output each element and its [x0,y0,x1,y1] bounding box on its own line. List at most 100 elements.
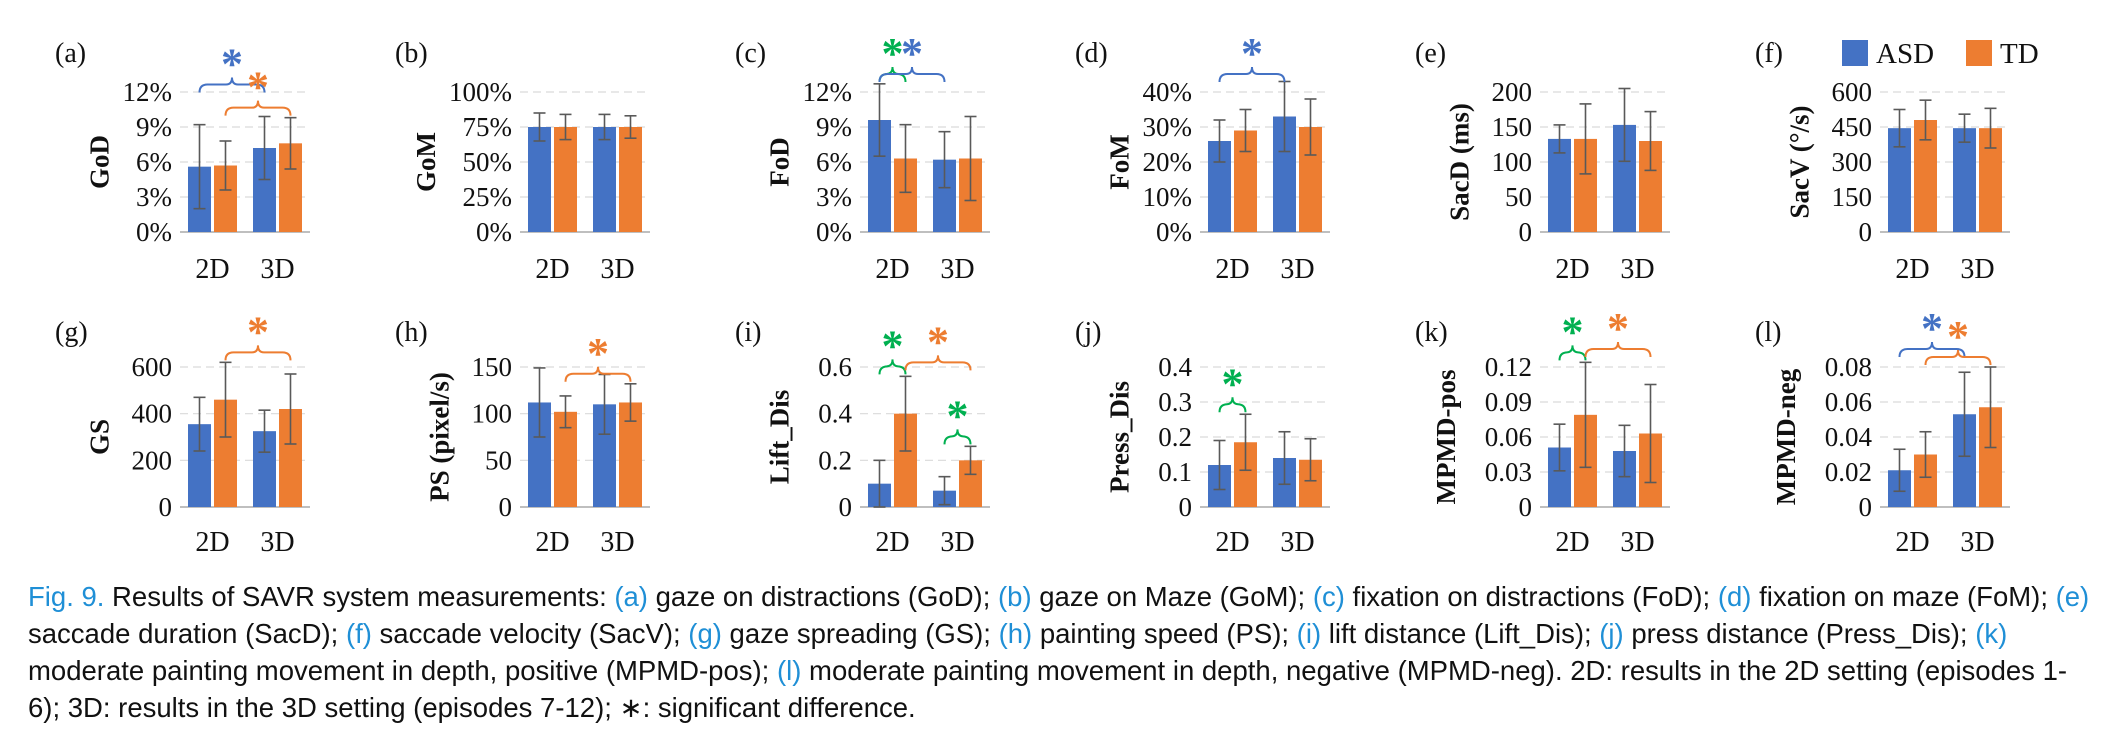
bar-td-2d [214,165,237,232]
x-category-label: 2D [1215,527,1249,558]
significance-star: * [1241,29,1263,78]
error-bar [1984,366,1997,449]
bar-asd-2d [188,424,211,507]
y-tick-label: 300 [1832,147,1873,177]
significance-star: * [882,29,904,78]
x-category-label: 2D [535,254,569,285]
significance-bracket [1898,341,1966,358]
error-bar [1553,124,1566,154]
chart-panel-d: (d) 0% 10% 20% 30% 40% FoM 2D 3D * [1075,29,1330,285]
caption-item-key: (k) [1975,618,2008,649]
y-axis-title: GoM [411,132,441,192]
error-bar [1618,87,1631,163]
caption-figure-label: Fig. 9. [28,581,105,612]
significance-bracket [1218,66,1286,83]
y-tick-label: 40% [1143,77,1193,107]
y-axis-title: FoM [1105,134,1135,189]
error-bar [193,396,206,452]
bar-td-2d [894,158,917,232]
y-tick-label: 6% [816,147,852,177]
y-tick-label: 100% [449,77,512,107]
y-tick-label: 600 [132,352,173,382]
caption-outro: 2D: results in the 2D setting (episodes … [28,655,2068,723]
panel-letter: (k) [1415,317,1448,348]
significance-star: * [1222,359,1244,408]
bar-asd-3d [253,148,276,232]
caption-item-key: (f) [345,618,372,649]
chart-panel-e: (e) 0 50 100 150 200 SacD (ms) 2D 3D [1415,38,1670,285]
caption-intro: Results of SAVR system measurements: [104,581,615,612]
significance-star: * [882,321,904,370]
y-tick-label: 100 [472,399,513,429]
significance-star: * [927,317,949,366]
bar-td-2d [1574,138,1597,232]
error-bar [219,361,232,438]
caption-item-key: (l) [776,655,802,686]
error-bar [284,373,297,445]
y-tick-label: 200 [132,445,173,475]
bar-td-2d [554,411,577,507]
bar-td-3d [279,143,302,232]
error-bar [533,112,546,142]
x-category-label: 3D [1960,527,1994,558]
chart-panel-b: (b) 0% 25% 50% 75% 100% GoM 2D 3D [395,38,650,285]
bar-asd-2d [1888,128,1911,232]
bar-td-2d [214,399,237,507]
y-tick-label: 0 [499,492,513,522]
error-bar [559,395,572,429]
y-tick-label: 0.1 [1158,457,1192,487]
y-tick-label: 0.4 [818,399,852,429]
caption-item-key: (e) [2055,581,2090,612]
error-bar [1579,361,1592,469]
caption-item-text: gaze on distractions (GoD); [647,581,998,612]
y-tick-label: 150 [472,352,513,382]
bar-td-2d [1234,442,1257,507]
legend-swatch-asd [1842,40,1868,66]
y-tick-label: 0.03 [1485,457,1532,487]
caption-item-key: (a) [614,581,648,612]
x-category-label: 3D [1620,527,1654,558]
bar-td-3d [1639,141,1662,232]
significance-bracket [564,366,632,382]
chart-panel-h: (h) 0 50 100 150 PS (pixel/s) 2D 3D * [395,317,650,558]
significance-bracket [198,77,266,93]
bar-td-3d [1299,459,1322,507]
error-bar [258,409,271,453]
x-category-label: 2D [1555,254,1589,285]
error-bar [1304,98,1317,156]
y-tick-label: 0 [1859,217,1873,247]
panel-letter: (e) [1415,38,1446,69]
y-tick-label: 400 [132,399,173,429]
y-tick-label: 0 [839,492,853,522]
bar-td-2d [554,127,577,232]
panel-letter: (g) [55,317,88,348]
chart-panel-f: (f) 0 150 300 450 600 SacV (°/s) 2D 3D [1755,38,2010,285]
y-tick-label: 0.02 [1825,457,1872,487]
chart-panel-l: (l) 0 0.02 0.04 0.06 0.08 MPMD-neg 2D 3D * * [1755,304,2010,558]
error-bar [1919,99,1932,141]
panel-letter: (b) [395,38,428,69]
y-tick-label: 0% [816,217,852,247]
caption-item-text: moderate painting movement in depth, neg… [801,655,1571,686]
caption-item-text: gaze spreading (GS); [721,618,999,649]
error-bar [964,445,977,476]
error-bar [873,459,886,508]
caption-item-text: fixation on maze (FoM); [1751,581,2056,612]
legend-label-td: TD [2000,38,2039,70]
x-category-label: 3D [1960,254,1994,285]
bar-td-2d [1914,120,1937,232]
y-tick-label: 100 [1492,147,1533,177]
y-tick-label: 0 [1179,492,1193,522]
chart-panel-k: (k) 0 0.03 0.06 0.09 0.12 MPMD-pos 2D 3D * * [1415,304,1670,558]
y-tick-label: 150 [1832,182,1873,212]
y-tick-label: 0% [476,217,512,247]
error-bar [1213,439,1226,491]
error-bar [1239,108,1252,153]
bar-td-2d [1234,130,1257,232]
error-bar [1644,383,1657,484]
bar-td-3d [1299,127,1322,232]
caption-item-text: painting speed (PS); [1032,618,1297,649]
y-tick-label: 600 [1832,77,1873,107]
significance-star: * [1947,312,1969,361]
caption-item-key: (d) [1717,581,1752,612]
